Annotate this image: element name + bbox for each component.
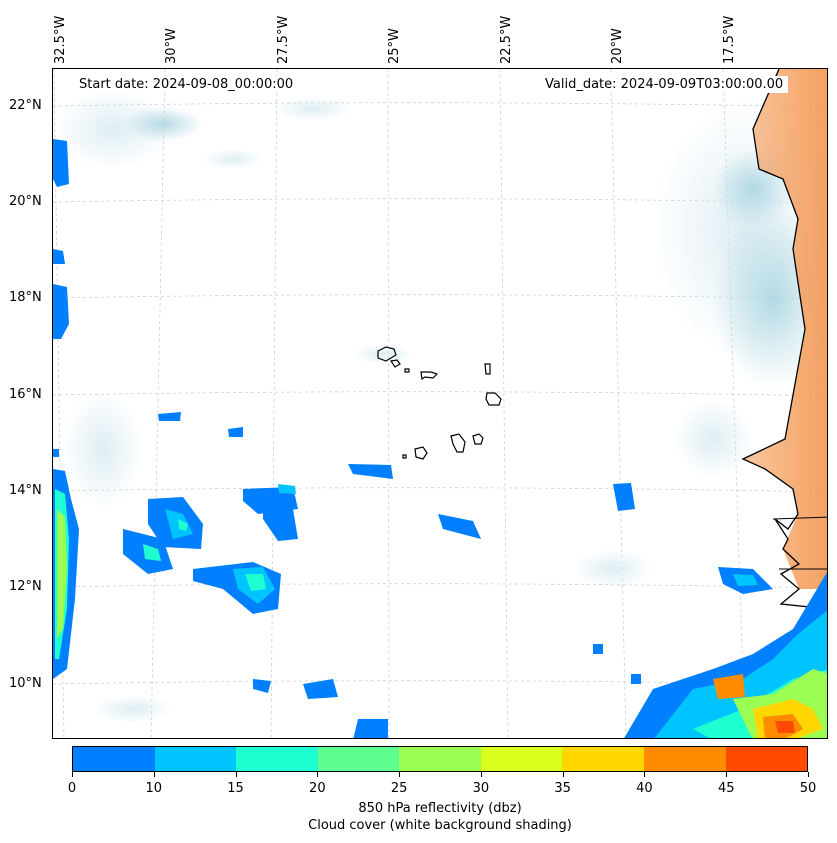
colorbar-tick [317,772,319,777]
colorbar-tick-label: 10 [145,781,163,796]
colorbar-segment [643,747,726,771]
lat-label-12n: 12°N [9,579,42,594]
start-date-label: Start date: 2024-09-08_00:00:00 [74,76,299,93]
colorbar-tick-label: 25 [390,781,408,796]
colorbar-sublabel: Cloud cover (white background shading) [308,818,572,833]
lon-label-20w: 20°W [610,28,625,64]
lat-label-18n: 18°N [9,290,42,305]
colorbar-tick-label: 0 [67,781,77,796]
colorbar-segment [317,747,400,771]
lon-label-22-5w: 22.5°W [499,15,514,64]
colorbar-segment [480,747,563,771]
colorbar-segment [154,747,237,771]
colorbar-tick [480,772,482,777]
valid-date-label: Valid_date: 2024-09-09T03:00:00.00 [540,76,789,93]
cape-verde-islands [377,346,502,460]
border-line [772,516,827,520]
colorbar-tick-label: 15 [227,781,244,796]
lat-label-20n: 20°N [9,194,42,209]
map-panel [52,68,828,739]
colorbar-tick-label: 40 [636,781,653,796]
lat-label-14n: 14°N [9,483,42,498]
colorbar [72,746,808,772]
colorbar-tick [562,772,564,777]
colorbar-segment [236,747,318,771]
colorbar-tick-label: 20 [309,781,326,796]
cloud-cover-shading [53,89,827,723]
colorbar-tick [808,772,809,777]
colorbar-tick-label: 50 [799,781,817,796]
lat-label-16n: 16°N [9,387,42,402]
colorbar-tick [235,772,237,777]
colorbar-tick [153,772,155,777]
colorbar-segment [725,747,808,771]
colorbar-segment [562,747,644,771]
colorbar-tick [72,772,73,777]
africa-landmass [743,69,827,589]
lon-label-32-5w: 32.5°W [53,15,68,64]
lon-label-30w: 30°W [164,28,179,64]
lat-label-22n: 22°N [9,98,42,113]
colorbar-tick-label: 45 [717,781,735,796]
lon-label-27-5w: 27.5°W [276,15,291,64]
map-canvas [53,69,827,738]
colorbar-tick [644,772,646,777]
lon-label-17-5w: 17.5°W [722,15,737,64]
colorbar-segment [399,747,481,771]
colorbar-tick-label: 30 [472,781,490,796]
lat-label-10n: 10°N [9,676,42,691]
colorbar-tick [399,772,401,777]
colorbar-tick [726,772,728,777]
africa-coastline [741,69,827,610]
lon-label-25w: 25°W [387,28,402,64]
colorbar-segment [73,747,155,771]
colorbar-tick-label: 35 [554,781,571,796]
colorbar-label: 850 hPa reflectivity (dbz) [358,801,522,816]
reflectivity-field [53,139,827,738]
